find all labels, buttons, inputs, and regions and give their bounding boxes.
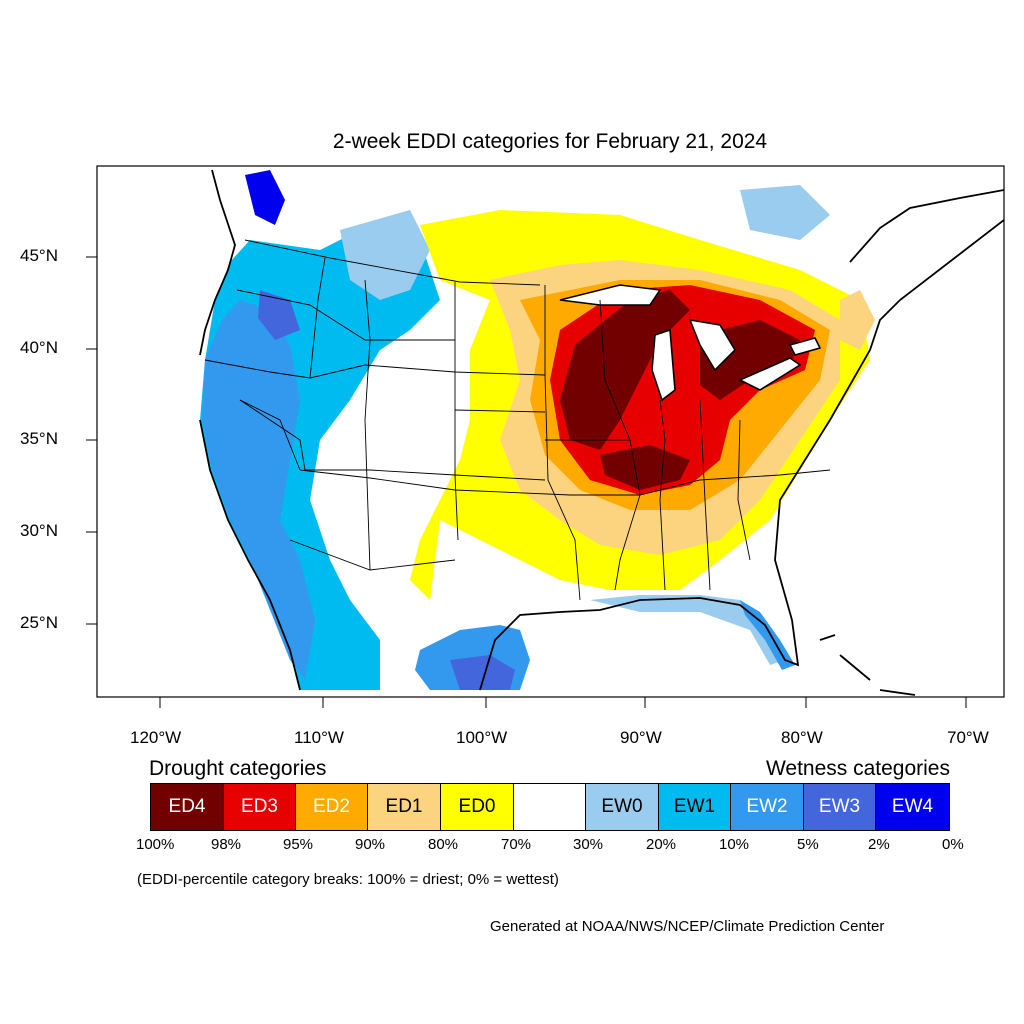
map-frame xyxy=(96,165,1005,698)
legend-label-ed4: ED4 xyxy=(168,796,206,817)
legend-label-ew2: EW2 xyxy=(746,796,788,817)
category-note: (EDDI-percentile category breaks: 100% =… xyxy=(137,871,559,888)
map-title: 2-week EDDI categories for February 21, … xyxy=(332,130,768,153)
wet-region-west-ew2 xyxy=(202,300,315,680)
legend-label-ed3: ED3 xyxy=(241,796,278,817)
lon-label-120: 120°W xyxy=(130,728,182,747)
legend-label-ew0: EW0 xyxy=(601,796,643,817)
lat-label-30: 30°N xyxy=(20,521,58,540)
wetness-heading: Wetness categories xyxy=(765,757,950,780)
legend-box-ed2: ED2 xyxy=(296,783,368,831)
lon-label-90: 90°W xyxy=(620,728,662,747)
pct-label-20: 20% xyxy=(646,836,677,853)
legend-box-ew4: EW4 xyxy=(876,783,950,831)
lat-label-35: 35°N xyxy=(20,429,58,448)
state-boundaries xyxy=(204,239,831,601)
legend-box-ew3: EW3 xyxy=(804,783,876,831)
legend-box-normal xyxy=(514,783,586,831)
dry-region-ed4-south xyxy=(600,445,690,490)
credit-line: Generated at NOAA/NWS/NCEP/Climate Predi… xyxy=(490,918,885,935)
pct-label-0: 0% xyxy=(942,836,964,853)
legend-label-ed0: ED0 xyxy=(458,796,496,817)
pct-label-5: 5% xyxy=(797,836,819,853)
legend-box-ed4: ED4 xyxy=(150,783,224,831)
lat-label-45: 45°N xyxy=(20,246,58,265)
pct-label-90: 90% xyxy=(355,836,386,853)
pct-label-10: 10% xyxy=(719,836,750,853)
wet-region-plains-ew0 xyxy=(340,210,430,300)
pct-label-2: 2% xyxy=(868,836,890,853)
coastlines xyxy=(199,169,1004,696)
drought-heading: Drought categories xyxy=(149,757,327,780)
pct-label-100: 100% xyxy=(136,836,175,853)
lon-label-100: 100°W xyxy=(456,728,508,747)
dry-region-ed1-newengland xyxy=(840,290,875,350)
wet-region-gulf-ew1 xyxy=(590,595,785,665)
pct-label-30: 30% xyxy=(573,836,604,853)
legend-label-ew1: EW1 xyxy=(673,796,716,817)
lon-ticks xyxy=(159,697,967,708)
lon-label-70: 70°W xyxy=(947,728,989,747)
legend-label-ew4: EW4 xyxy=(891,796,934,817)
lat-ticks xyxy=(86,256,97,625)
legend-box-ed1: ED1 xyxy=(368,783,441,831)
legend-box-ed3: ED3 xyxy=(224,783,296,831)
pct-label-80: 80% xyxy=(428,836,459,853)
legend-label-ew3: EW3 xyxy=(818,796,861,817)
lon-label-80: 80°W xyxy=(781,728,823,747)
wet-region-northeast-ew0 xyxy=(740,185,830,240)
pct-label-70: 70% xyxy=(501,836,532,853)
legend-label-ed2: ED2 xyxy=(313,796,350,817)
great-lakes xyxy=(559,284,822,402)
pct-label-95: 95% xyxy=(283,836,314,853)
wet-region-nw-ew4 xyxy=(245,170,285,225)
wet-region-nw-ew3 xyxy=(258,290,300,340)
dry-region-ed4 xyxy=(560,290,690,450)
lon-label-110: 110°W xyxy=(294,728,344,747)
legend-box-ew1: EW1 xyxy=(659,783,731,831)
legend-box-ed0: ED0 xyxy=(441,783,514,831)
legend-box-ew0: EW0 xyxy=(586,783,659,831)
lat-label-40: 40°N xyxy=(20,338,58,357)
legend-box-ew2: EW2 xyxy=(731,783,804,831)
lat-label-25: 25°N xyxy=(20,613,58,632)
pct-label-98: 98% xyxy=(211,836,242,853)
wet-region-sw-ew3 xyxy=(450,655,515,690)
legend-label-ed1: ED1 xyxy=(385,796,423,817)
